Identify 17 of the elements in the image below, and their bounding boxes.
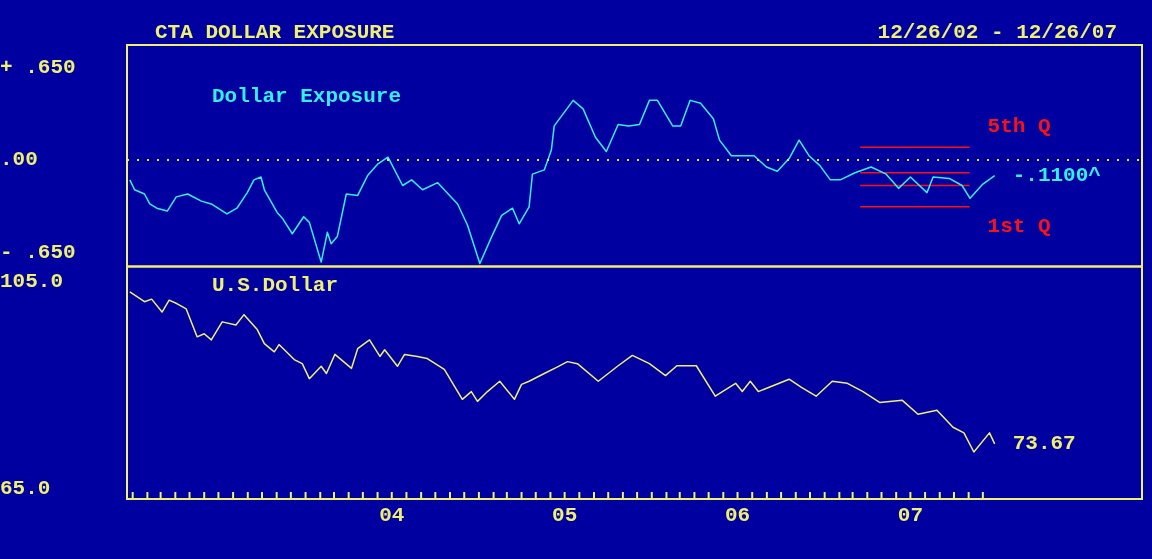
text: Dollar Exposure — [212, 85, 402, 109]
y-tick-label: + .650 — [0, 56, 76, 79]
x-tick-label: 07 — [897, 503, 923, 527]
y-tick-label: 65.0 — [0, 476, 51, 500]
chart-subtitle: 12/26/02 - 12/26/07 — [877, 21, 1117, 44]
series-label: U.S.Dollar — [212, 273, 339, 297]
annotation: 5th Q — [987, 115, 1051, 139]
x-tick-label: 05 — [552, 503, 578, 527]
x-tick-label: 06 — [724, 503, 751, 527]
y-tick-label: .00 — [0, 148, 38, 172]
x-tick-label: 04 — [379, 503, 405, 527]
y-tick-label: - .650 — [0, 240, 76, 264]
chart-title: CTA DOLLAR EXPOSURE — [155, 21, 395, 44]
annotation: 73.67 — [1012, 431, 1076, 455]
annotation: -.1100^ — [1012, 163, 1101, 187]
y-tick-label: 105.0 — [0, 270, 64, 294]
annotation: 1st Q — [987, 215, 1051, 239]
